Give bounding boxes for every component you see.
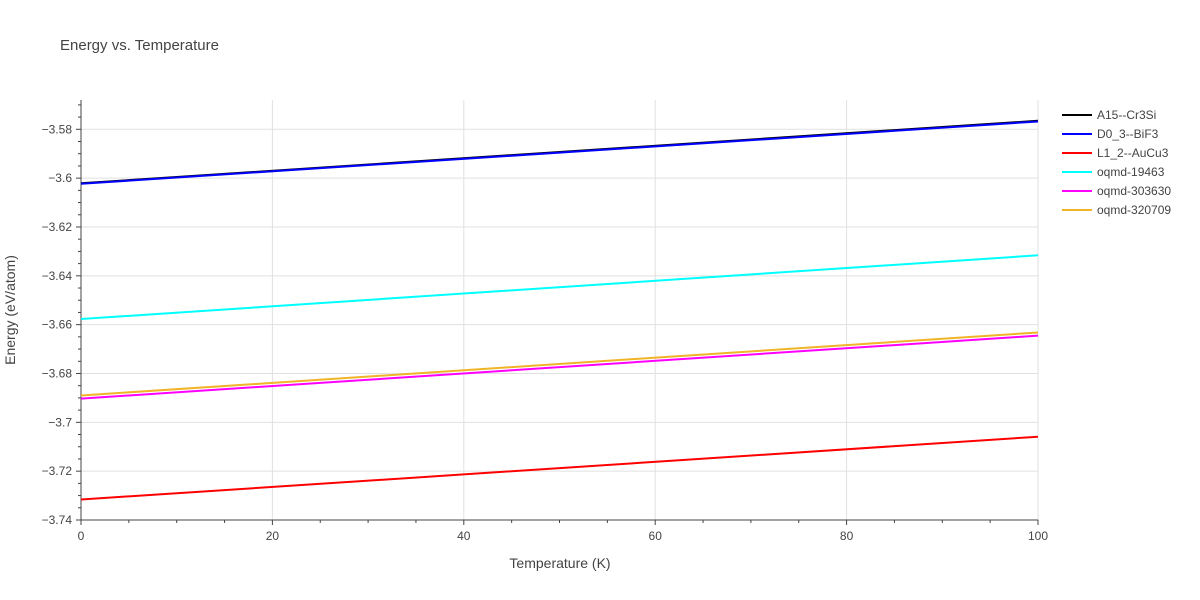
series-line — [80, 254, 1039, 321]
y-tick-label: −3.74 — [42, 513, 73, 527]
axes: 0 20 40 60 80 100 −3.74 −3.72 −3.7 −3.68 −3.66 −3.6… — [42, 100, 1048, 543]
x-tick-label: 80 — [840, 529, 854, 543]
legend-label: oqmd-19463 — [1097, 165, 1165, 179]
x-tick-label: 60 — [649, 529, 663, 543]
y-tick-label: −3.68 — [42, 366, 73, 380]
series-lines — [80, 119, 1039, 501]
legend-label: oqmd-303630 — [1097, 184, 1171, 198]
y-tick-label: −3.66 — [42, 318, 73, 332]
legend-label: oqmd-320709 — [1097, 203, 1171, 217]
x-tick-label: 20 — [266, 529, 280, 543]
series-line — [80, 331, 1039, 397]
y-axis-title: Energy (eV/atom) — [2, 255, 18, 365]
y-tick-label: −3.58 — [42, 122, 73, 136]
series-line — [80, 435, 1039, 501]
x-tick-label: 100 — [1028, 529, 1048, 543]
legend[interactable]: A15--Cr3Si D0_3--BiF3 L1_2--AuCu3 oqmd-1946… — [1062, 108, 1171, 217]
series-line — [80, 120, 1039, 185]
y-tick-label: −3.64 — [42, 269, 73, 283]
legend-label: L1_2--AuCu3 — [1097, 146, 1169, 160]
x-axis-title: Temperature (K) — [509, 555, 610, 571]
x-tick-label: 0 — [78, 529, 85, 543]
chart-title: Energy vs. Temperature — [60, 37, 219, 54]
x-tick-label: 40 — [457, 529, 471, 543]
grid-lines — [81, 100, 1039, 520]
series-line — [80, 334, 1039, 400]
y-tick-label: −3.7 — [48, 415, 72, 429]
legend-label: D0_3--BiF3 — [1097, 127, 1159, 141]
y-tick-label: −3.6 — [48, 171, 72, 185]
legend-label: A15--Cr3Si — [1097, 108, 1156, 122]
y-tick-label: −3.62 — [42, 220, 73, 234]
y-tick-label: −3.72 — [42, 464, 73, 478]
